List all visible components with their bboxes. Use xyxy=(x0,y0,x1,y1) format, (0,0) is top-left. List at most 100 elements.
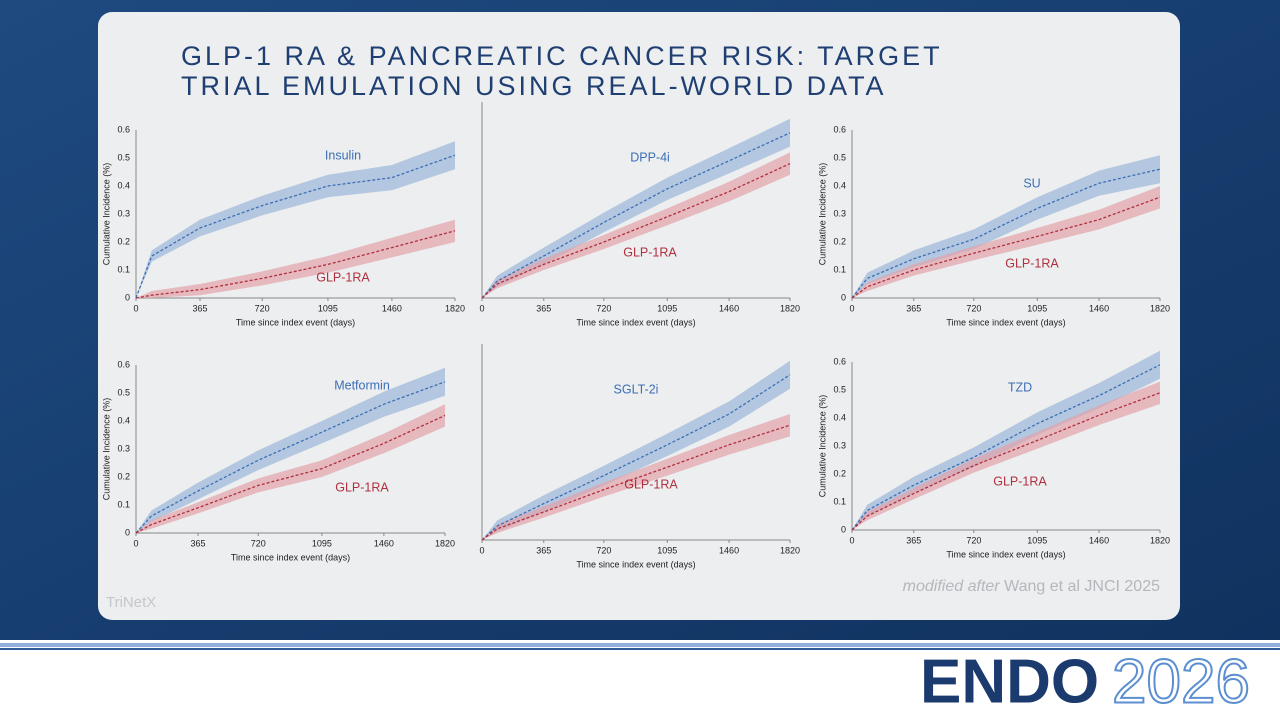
x-tick-label: 365 xyxy=(190,538,205,548)
series-label: GLP-1RA xyxy=(316,270,370,284)
x-tick-label: 720 xyxy=(966,535,981,545)
series-line xyxy=(851,196,1161,299)
x-tick-label: 1095 xyxy=(312,538,332,548)
x-tick-label: 365 xyxy=(536,303,551,313)
y-tick-label: 0.3 xyxy=(833,208,846,218)
y-tick-label: 0.3 xyxy=(833,440,846,450)
series-line xyxy=(481,163,791,299)
x-tick-label: 720 xyxy=(596,303,611,313)
x-tick-label: 365 xyxy=(536,545,551,555)
confidence-band xyxy=(482,152,790,298)
y-tick-label: 0.5 xyxy=(117,152,130,162)
confidence-band xyxy=(136,219,455,298)
series-label: GLP-1RA xyxy=(993,474,1047,488)
chart-panel: 0 0.1 0.2 0.3 0.4 0.5 0.6 0 365 720 1095 1460 1820 Ti… xyxy=(101,359,455,562)
y-tick-label: 0 xyxy=(841,524,846,534)
y-tick-label: 0 xyxy=(125,292,130,302)
x-tick-label: 1460 xyxy=(719,545,739,555)
series-line xyxy=(481,132,791,299)
x-tick-label: 1095 xyxy=(318,303,338,313)
y-tick-label: 0.6 xyxy=(833,124,846,134)
confidence-band xyxy=(852,186,1160,298)
y-tick-label: 0 xyxy=(841,292,846,302)
logo-year: 2026 xyxy=(1112,647,1250,716)
chart-panel: 0 0.1 0.2 0.3 0.4 0.5 0.6 0 365 720 1095 1460 1820 Ti… xyxy=(817,124,1170,327)
series-label: SGLT-2i xyxy=(614,382,659,396)
x-tick-label: 720 xyxy=(255,303,270,313)
confidence-band xyxy=(136,404,445,533)
x-tick-label: 0 xyxy=(479,303,484,313)
y-tick-label: 0.6 xyxy=(117,124,130,134)
x-tick-label: 365 xyxy=(906,535,921,545)
series-label: GLP-1RA xyxy=(624,477,678,491)
series-line xyxy=(851,168,1161,299)
x-axis-title: Time since index event (days) xyxy=(231,552,350,562)
series-line xyxy=(481,374,791,541)
x-tick-label: 1820 xyxy=(1150,535,1170,545)
series-line xyxy=(851,392,1161,531)
y-tick-label: 0.5 xyxy=(833,152,846,162)
footer-rule xyxy=(0,643,1280,647)
series-label: Metformin xyxy=(334,378,390,392)
y-tick-label: 0.3 xyxy=(117,443,130,453)
title-line: GLP-1 RA & PANCREATIC CANCER RISK: TARGE… xyxy=(181,41,943,71)
logo-name: ENDO xyxy=(920,647,1099,716)
series-line xyxy=(135,414,446,534)
y-axis-title: Cumulative Incidence (%) xyxy=(101,398,111,501)
confidence-band xyxy=(852,381,1160,530)
card xyxy=(98,12,1180,620)
series-label: TZD xyxy=(1008,380,1032,394)
chart-panel: 0 0.1 0.2 0.3 0.4 0.5 0.6 0 365 720 1095 1460 1820 Ti… xyxy=(101,124,465,327)
x-tick-label: 1460 xyxy=(719,303,739,313)
confidence-band xyxy=(482,360,790,540)
x-tick-label: 1095 xyxy=(657,303,677,313)
y-axis-title: Cumulative Incidence (%) xyxy=(817,395,827,498)
x-tick-label: 1095 xyxy=(1027,303,1047,313)
chart-panel: 0 0.1 0.2 0.3 0.4 0.5 0.6 0 365 720 1095 1460 1820 Ti… xyxy=(817,350,1170,559)
y-tick-label: 0.4 xyxy=(833,180,846,190)
y-tick-label: 0.4 xyxy=(117,415,130,425)
title-line: TRIAL EMULATION USING REAL-WORLD DATA xyxy=(181,71,887,101)
series-label: SU xyxy=(1023,176,1040,190)
x-tick-label: 720 xyxy=(251,538,266,548)
source: Wang et al JNCI 2025 xyxy=(1004,578,1160,595)
y-tick-label: 0.2 xyxy=(833,236,846,246)
chart-panel: 0 365 720 1095 1460 1820 Time since index even… xyxy=(479,344,800,569)
series-line xyxy=(481,424,791,541)
y-tick-label: 0.5 xyxy=(833,384,846,394)
series-label: Insulin xyxy=(325,148,361,162)
x-tick-label: 365 xyxy=(192,303,207,313)
series-label: GLP-1RA xyxy=(335,480,389,494)
x-tick-label: 720 xyxy=(596,545,611,555)
y-tick-label: 0.3 xyxy=(117,208,130,218)
x-axis-title: Time since index event (days) xyxy=(576,317,695,327)
x-axis-title: Time since index event (days) xyxy=(576,559,695,569)
y-tick-label: 0.2 xyxy=(117,236,130,246)
x-tick-label: 1820 xyxy=(780,303,800,313)
y-tick-label: 0.1 xyxy=(833,496,846,506)
x-tick-label: 0 xyxy=(479,545,484,555)
y-tick-label: 0.6 xyxy=(117,359,130,369)
x-axis-title: Time since index event (days) xyxy=(946,317,1065,327)
x-tick-label: 1460 xyxy=(382,303,402,313)
y-tick-label: 0.1 xyxy=(833,264,846,274)
x-tick-label: 1820 xyxy=(445,303,465,313)
x-tick-label: 0 xyxy=(849,303,854,313)
x-tick-label: 1460 xyxy=(374,538,394,548)
y-axis-title: Cumulative Incidence (%) xyxy=(817,163,827,266)
confidence-band xyxy=(136,367,445,533)
x-tick-label: 1820 xyxy=(435,538,455,548)
chart-panel: 0 365 720 1095 1460 1820 Time since index even… xyxy=(479,102,800,327)
y-tick-label: 0.4 xyxy=(117,180,130,190)
series-label: DPP-4i xyxy=(630,150,670,164)
y-tick-label: 0.5 xyxy=(117,387,130,397)
slide-title: GLP-1 RA & PANCREATIC CANCER RISK: TARGE… xyxy=(181,41,943,101)
y-tick-label: 0.1 xyxy=(117,264,130,274)
y-tick-label: 0.6 xyxy=(833,356,846,366)
x-axis-title: Time since index event (days) xyxy=(236,317,355,327)
y-tick-label: 0.2 xyxy=(833,468,846,478)
footer-rule xyxy=(0,648,1280,650)
series-label: GLP-1RA xyxy=(623,245,677,259)
x-tick-label: 1460 xyxy=(1089,535,1109,545)
